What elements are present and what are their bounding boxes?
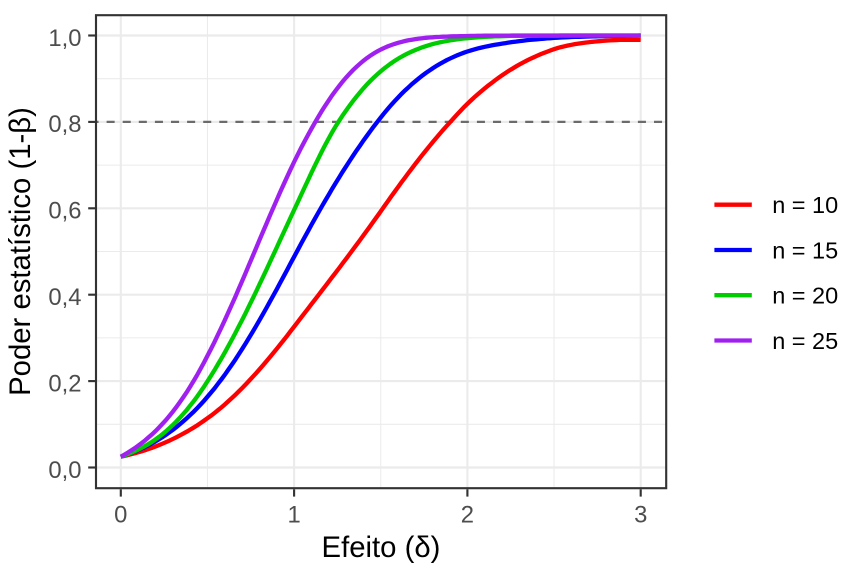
svg-text:n = 25: n = 25	[772, 328, 838, 354]
svg-text:Efeito (δ): Efeito (δ)	[322, 531, 441, 564]
svg-text:2: 2	[461, 502, 474, 529]
svg-text:1,0: 1,0	[48, 25, 81, 52]
svg-text:0,4: 0,4	[48, 284, 81, 311]
svg-text:1: 1	[287, 502, 300, 529]
svg-text:0: 0	[114, 502, 127, 529]
svg-text:n = 10: n = 10	[772, 192, 838, 218]
svg-text:Poder estatístico (1-β): Poder estatístico (1-β)	[4, 107, 37, 396]
svg-text:0,6: 0,6	[48, 198, 81, 225]
svg-text:n = 20: n = 20	[772, 283, 838, 309]
svg-text:0,8: 0,8	[48, 111, 81, 138]
svg-text:3: 3	[634, 502, 647, 529]
svg-text:n = 15: n = 15	[772, 237, 838, 263]
svg-text:0,2: 0,2	[48, 370, 81, 397]
svg-text:0,0: 0,0	[48, 457, 81, 484]
